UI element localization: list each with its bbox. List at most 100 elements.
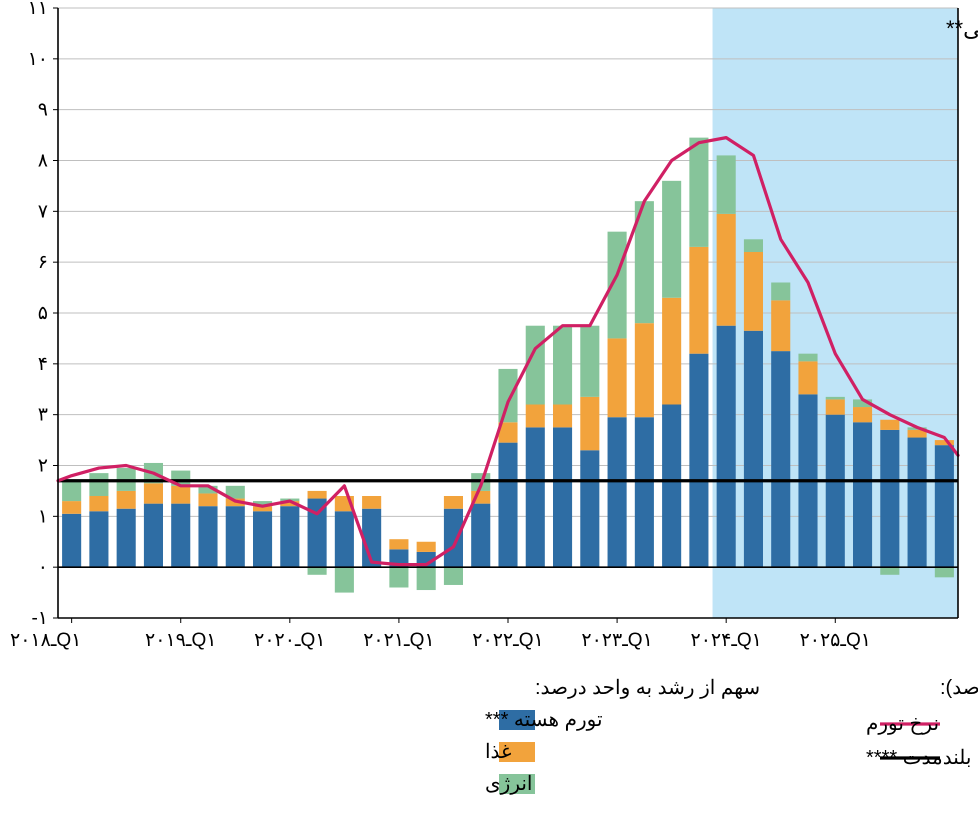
core-bar <box>608 417 627 567</box>
y-tick-label: -۱ <box>31 608 48 629</box>
energy-bar <box>553 326 572 405</box>
core-bar <box>62 514 81 567</box>
x-tick-label: ۲۰۲۱ـQ۱ <box>363 630 434 651</box>
energy-bar <box>689 138 708 247</box>
core-bar <box>744 331 763 567</box>
energy-bar <box>880 567 899 575</box>
legend-title-right: تغییر در سال منتهی به فصل (درصد): <box>940 677 978 699</box>
food-bar <box>798 361 817 394</box>
food-bar <box>689 247 708 354</box>
energy-bar <box>662 181 681 298</box>
core-bar <box>444 509 463 567</box>
y-tick-label: ۱۰ <box>28 49 48 70</box>
food-bar <box>635 323 654 417</box>
food-bar <box>144 483 163 503</box>
y-tick-label: ۳ <box>38 405 48 426</box>
inflation-chart: -۱۰۱۲۳۴۵۶۷۸۹۱۰۱۱۲۰۱۸ـQ۱۲۰۱۹ـQ۱۲۰۲۰ـQ۱۲۰۲… <box>0 0 978 838</box>
energy-bar <box>826 397 845 400</box>
core-bar <box>689 354 708 567</box>
food-bar <box>608 338 627 417</box>
x-tick-label: ۲۰۱۹ـQ۱ <box>145 630 216 651</box>
food-bar <box>526 405 545 428</box>
food-bar <box>362 496 381 509</box>
x-tick-label: ۲۰۲۵ـQ۱ <box>800 630 871 651</box>
energy-bar <box>744 239 763 252</box>
food-bar <box>717 214 736 326</box>
food-bar <box>417 542 436 552</box>
energy-bar <box>798 354 817 362</box>
core-bar <box>335 511 354 567</box>
y-tick-label: ۵ <box>38 303 48 324</box>
core-bar <box>226 506 245 567</box>
core-bar <box>771 351 790 567</box>
food-bar <box>389 539 408 549</box>
core-bar <box>908 438 927 568</box>
y-tick-label: ۱۱ <box>28 0 48 19</box>
food-bar <box>308 491 327 499</box>
food-bar <box>444 496 463 509</box>
energy-bar <box>935 567 954 577</box>
food-bar <box>771 300 790 351</box>
core-bar <box>935 445 954 567</box>
forecast-label: دورهٔ پیش‌بینی** <box>946 16 978 42</box>
food-bar <box>171 486 190 504</box>
food-bar <box>744 252 763 331</box>
energy-bar <box>444 567 463 585</box>
energy-bar <box>498 369 517 422</box>
core-bar <box>280 506 299 567</box>
core-bar <box>717 326 736 567</box>
food-bar <box>880 420 899 430</box>
energy-bar <box>62 481 81 501</box>
food-bar <box>198 493 217 506</box>
core-bar <box>553 427 572 567</box>
food-bar <box>62 501 81 514</box>
core-bar <box>853 422 872 567</box>
energy-bar <box>771 283 790 301</box>
core-bar <box>171 504 190 568</box>
legend-label: نرخ تورم <box>866 713 939 735</box>
energy-bar <box>580 326 599 397</box>
core-bar <box>662 405 681 568</box>
food-bar <box>117 491 136 509</box>
y-tick-label: ۰ <box>38 557 48 578</box>
core-bar <box>880 430 899 567</box>
x-tick-label: ۲۰۲۲ـQ۱ <box>472 630 543 651</box>
energy-bar <box>89 473 108 496</box>
core-bar <box>635 417 654 567</box>
core-bar <box>580 450 599 567</box>
y-tick-label: ۷ <box>38 201 48 222</box>
core-bar <box>117 509 136 567</box>
legend-title-left: سهم از رشد به واحد درصد: <box>535 677 760 699</box>
energy-bar <box>389 567 408 587</box>
y-tick-label: ۱ <box>38 506 48 527</box>
legend-label: متوسط بلندمدت **** <box>866 747 978 769</box>
x-tick-label: ۲۰۱۸ـQ۱ <box>10 630 81 651</box>
core-bar <box>89 511 108 567</box>
legend-label: انرژی <box>485 773 532 795</box>
food-bar <box>662 298 681 405</box>
x-tick-label: ۲۰۲۰ـQ۱ <box>254 630 325 651</box>
legend-label: تورم هسته *** <box>485 709 603 731</box>
core-bar <box>198 506 217 567</box>
legend-label: غذا <box>485 741 512 763</box>
food-bar <box>853 407 872 422</box>
y-tick-label: ۹ <box>38 100 48 121</box>
core-bar <box>144 504 163 568</box>
x-tick-label: ۲۰۲۳ـQ۱ <box>581 630 652 651</box>
y-tick-label: ۸ <box>38 151 48 172</box>
y-tick-label: ۴ <box>38 354 48 375</box>
core-bar <box>253 511 272 567</box>
energy-bar <box>335 567 354 592</box>
core-bar <box>826 415 845 567</box>
core-bar <box>526 427 545 567</box>
x-tick-label: ۲۰۲۴ـQ۱ <box>690 630 761 651</box>
food-bar <box>580 397 599 450</box>
energy-bar <box>308 567 327 575</box>
energy-bar <box>417 567 436 590</box>
food-bar <box>826 399 845 414</box>
core-bar <box>498 443 517 568</box>
food-bar <box>89 496 108 511</box>
y-tick-label: ۶ <box>38 252 48 273</box>
core-bar <box>471 504 490 568</box>
chart-svg: -۱۰۱۲۳۴۵۶۷۸۹۱۰۱۱۲۰۱۸ـQ۱۲۰۱۹ـQ۱۲۰۲۰ـQ۱۲۰۲… <box>0 0 978 838</box>
